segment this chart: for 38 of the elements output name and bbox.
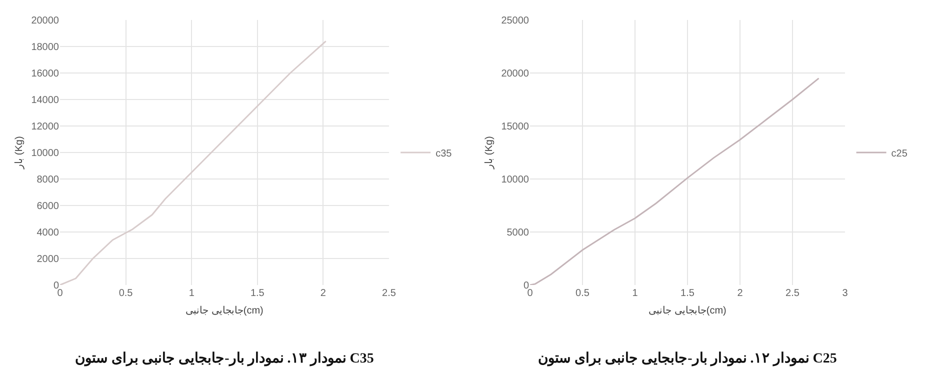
x-tick-label: 0.5: [576, 288, 590, 299]
x-tick-label: 1.5: [680, 288, 695, 299]
y-tick-label: 8000: [36, 174, 60, 186]
text: نمودار ۱۲. نمودار بار-جابجایی جانبی برای ستون C25: [538, 352, 837, 367]
text: نمودار ۱۳. نمودار بار-جابجایی جانبی برای ستون C35: [75, 352, 374, 367]
x-tick-label: 2.5: [786, 288, 800, 299]
y-tick-label: 0: [53, 280, 60, 292]
x-tick-label: 2.5: [382, 288, 396, 299]
legend-label: c35: [436, 148, 452, 160]
y-tick-label: 4000: [36, 228, 60, 238]
y-tick-label: 25000: [501, 16, 530, 26]
legend-label: c25: [891, 148, 908, 160]
line-series: [60, 40, 327, 285]
x-axis-title: جابجایی جانبی(cm): [186, 306, 264, 316]
x-axis-title: جابجایی جانبی(cm): [648, 306, 726, 316]
y-tick-label: 14000: [31, 95, 60, 106]
y-axis-title: بار (Kg): [14, 136, 26, 170]
y-tick-label: 20000: [501, 68, 530, 80]
y-tick-label: 10000: [501, 174, 530, 186]
x-tick-label: 2: [320, 288, 326, 299]
line-series: [530, 78, 820, 285]
y-tick-label: 16000: [31, 68, 60, 80]
y-tick-label: 0: [523, 280, 530, 292]
y-tick-label: 20000: [31, 16, 60, 26]
x-tick-label: 3: [842, 288, 848, 299]
y-tick-label: 10000: [31, 148, 60, 159]
x-tick-label: 1.5: [250, 288, 265, 299]
y-tick-label: 12000: [31, 122, 60, 132]
x-tick-label: 0.5: [118, 288, 134, 299]
x-tick-label: 2: [737, 288, 744, 299]
y-tick-label: 6000: [36, 201, 60, 212]
y-tick-label: 18000: [31, 42, 60, 53]
y-tick-label: 15000: [501, 122, 530, 132]
x-tick-label: 1: [632, 288, 638, 299]
y-tick-label: 5000: [506, 228, 530, 238]
x-tick-label: 1: [188, 288, 195, 299]
y-tick-label: 2000: [36, 254, 60, 265]
y-axis-title: بار (Kg): [484, 136, 496, 170]
